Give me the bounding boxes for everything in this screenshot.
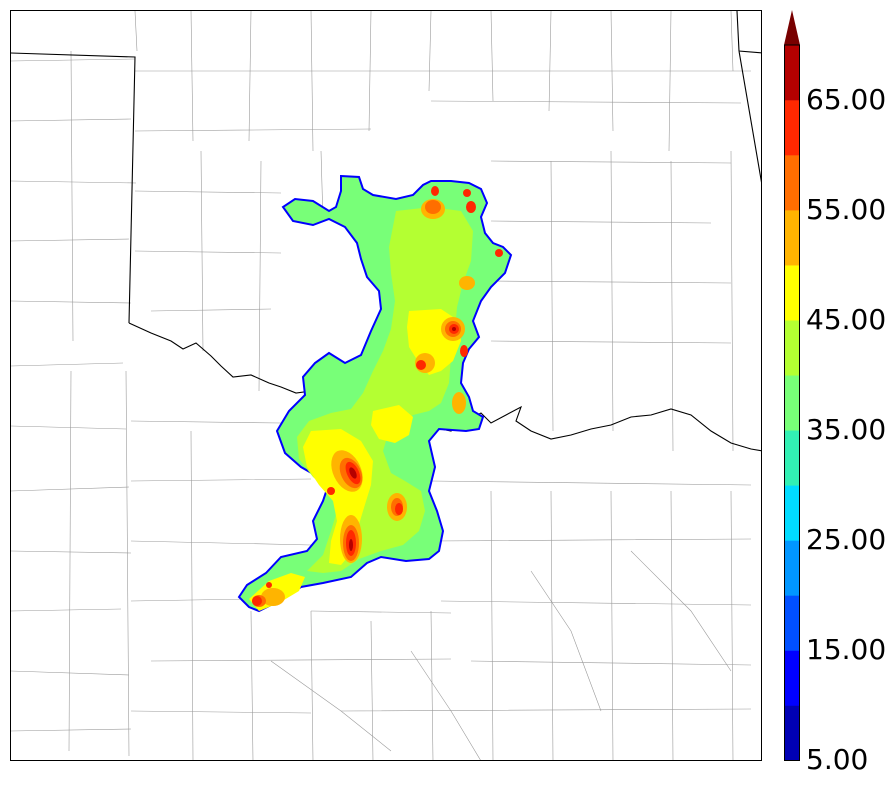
colorbar-swatch — [784, 375, 800, 431]
colorbar-label-45: 45.00 — [806, 303, 887, 336]
colorbar-label-5: 5.00 — [806, 743, 869, 776]
colorbar-border — [784, 44, 800, 761]
panhandle-boundary — [11, 52, 136, 324]
colorbar-swatch — [784, 265, 800, 321]
field-cell — [327, 487, 335, 495]
colorbar-swatch — [784, 540, 800, 596]
colorbar-swatch — [784, 705, 800, 761]
field-cell — [431, 186, 439, 196]
field-cells-60 — [252, 186, 503, 606]
colorbar-label-65: 65.00 — [806, 83, 887, 116]
reflectivity-field — [237, 174, 513, 613]
colorbar-swatch — [784, 100, 800, 156]
field-cell — [261, 588, 285, 606]
colorbar-swatch — [784, 430, 800, 486]
field-cell — [495, 249, 503, 257]
county-line — [190, 430, 734, 760]
field-cell — [463, 189, 471, 197]
field-cell — [395, 503, 403, 515]
colorbar-swatch — [784, 595, 800, 651]
colorbar-extend-arrow — [784, 10, 800, 45]
colorbar-swatch — [784, 155, 800, 211]
colorbar-label-25: 25.00 — [806, 523, 887, 556]
field-cells-65 — [349, 327, 456, 551]
field-cell — [466, 201, 476, 213]
field-cell — [349, 467, 357, 479]
field-cell — [459, 276, 475, 290]
field-cell — [266, 582, 272, 588]
colorbar-svg — [784, 10, 800, 761]
county-line — [11, 58, 137, 732]
county-boundaries — [11, 11, 752, 760]
field-core-45 — [371, 405, 413, 443]
county-line — [200, 150, 734, 452]
colorbar-label-35: 35.00 — [806, 413, 887, 446]
field-cell — [416, 360, 426, 370]
eastern-boundary — [736, 11, 761, 183]
county-line — [68, 50, 130, 757]
colorbar-label-15: 15.00 — [806, 633, 887, 666]
county-line — [270, 550, 732, 760]
field-cell — [349, 539, 353, 551]
colorbar-swatch — [784, 320, 800, 376]
colorbar-swatches — [784, 45, 800, 761]
colorbar-swatch — [784, 45, 800, 101]
colorbar-swatch — [784, 650, 800, 706]
field-cell — [452, 392, 466, 414]
colorbar-swatch — [784, 485, 800, 541]
colorbar-swatch — [784, 210, 800, 266]
map-panel — [10, 10, 762, 761]
colorbar-label-55: 55.00 — [806, 193, 887, 226]
radar-map — [11, 11, 761, 760]
field-cell — [252, 596, 262, 606]
field-cell — [425, 200, 441, 214]
colorbar — [784, 10, 800, 761]
county-line — [130, 420, 752, 714]
field-cell — [460, 345, 468, 357]
field-cell — [452, 327, 456, 331]
